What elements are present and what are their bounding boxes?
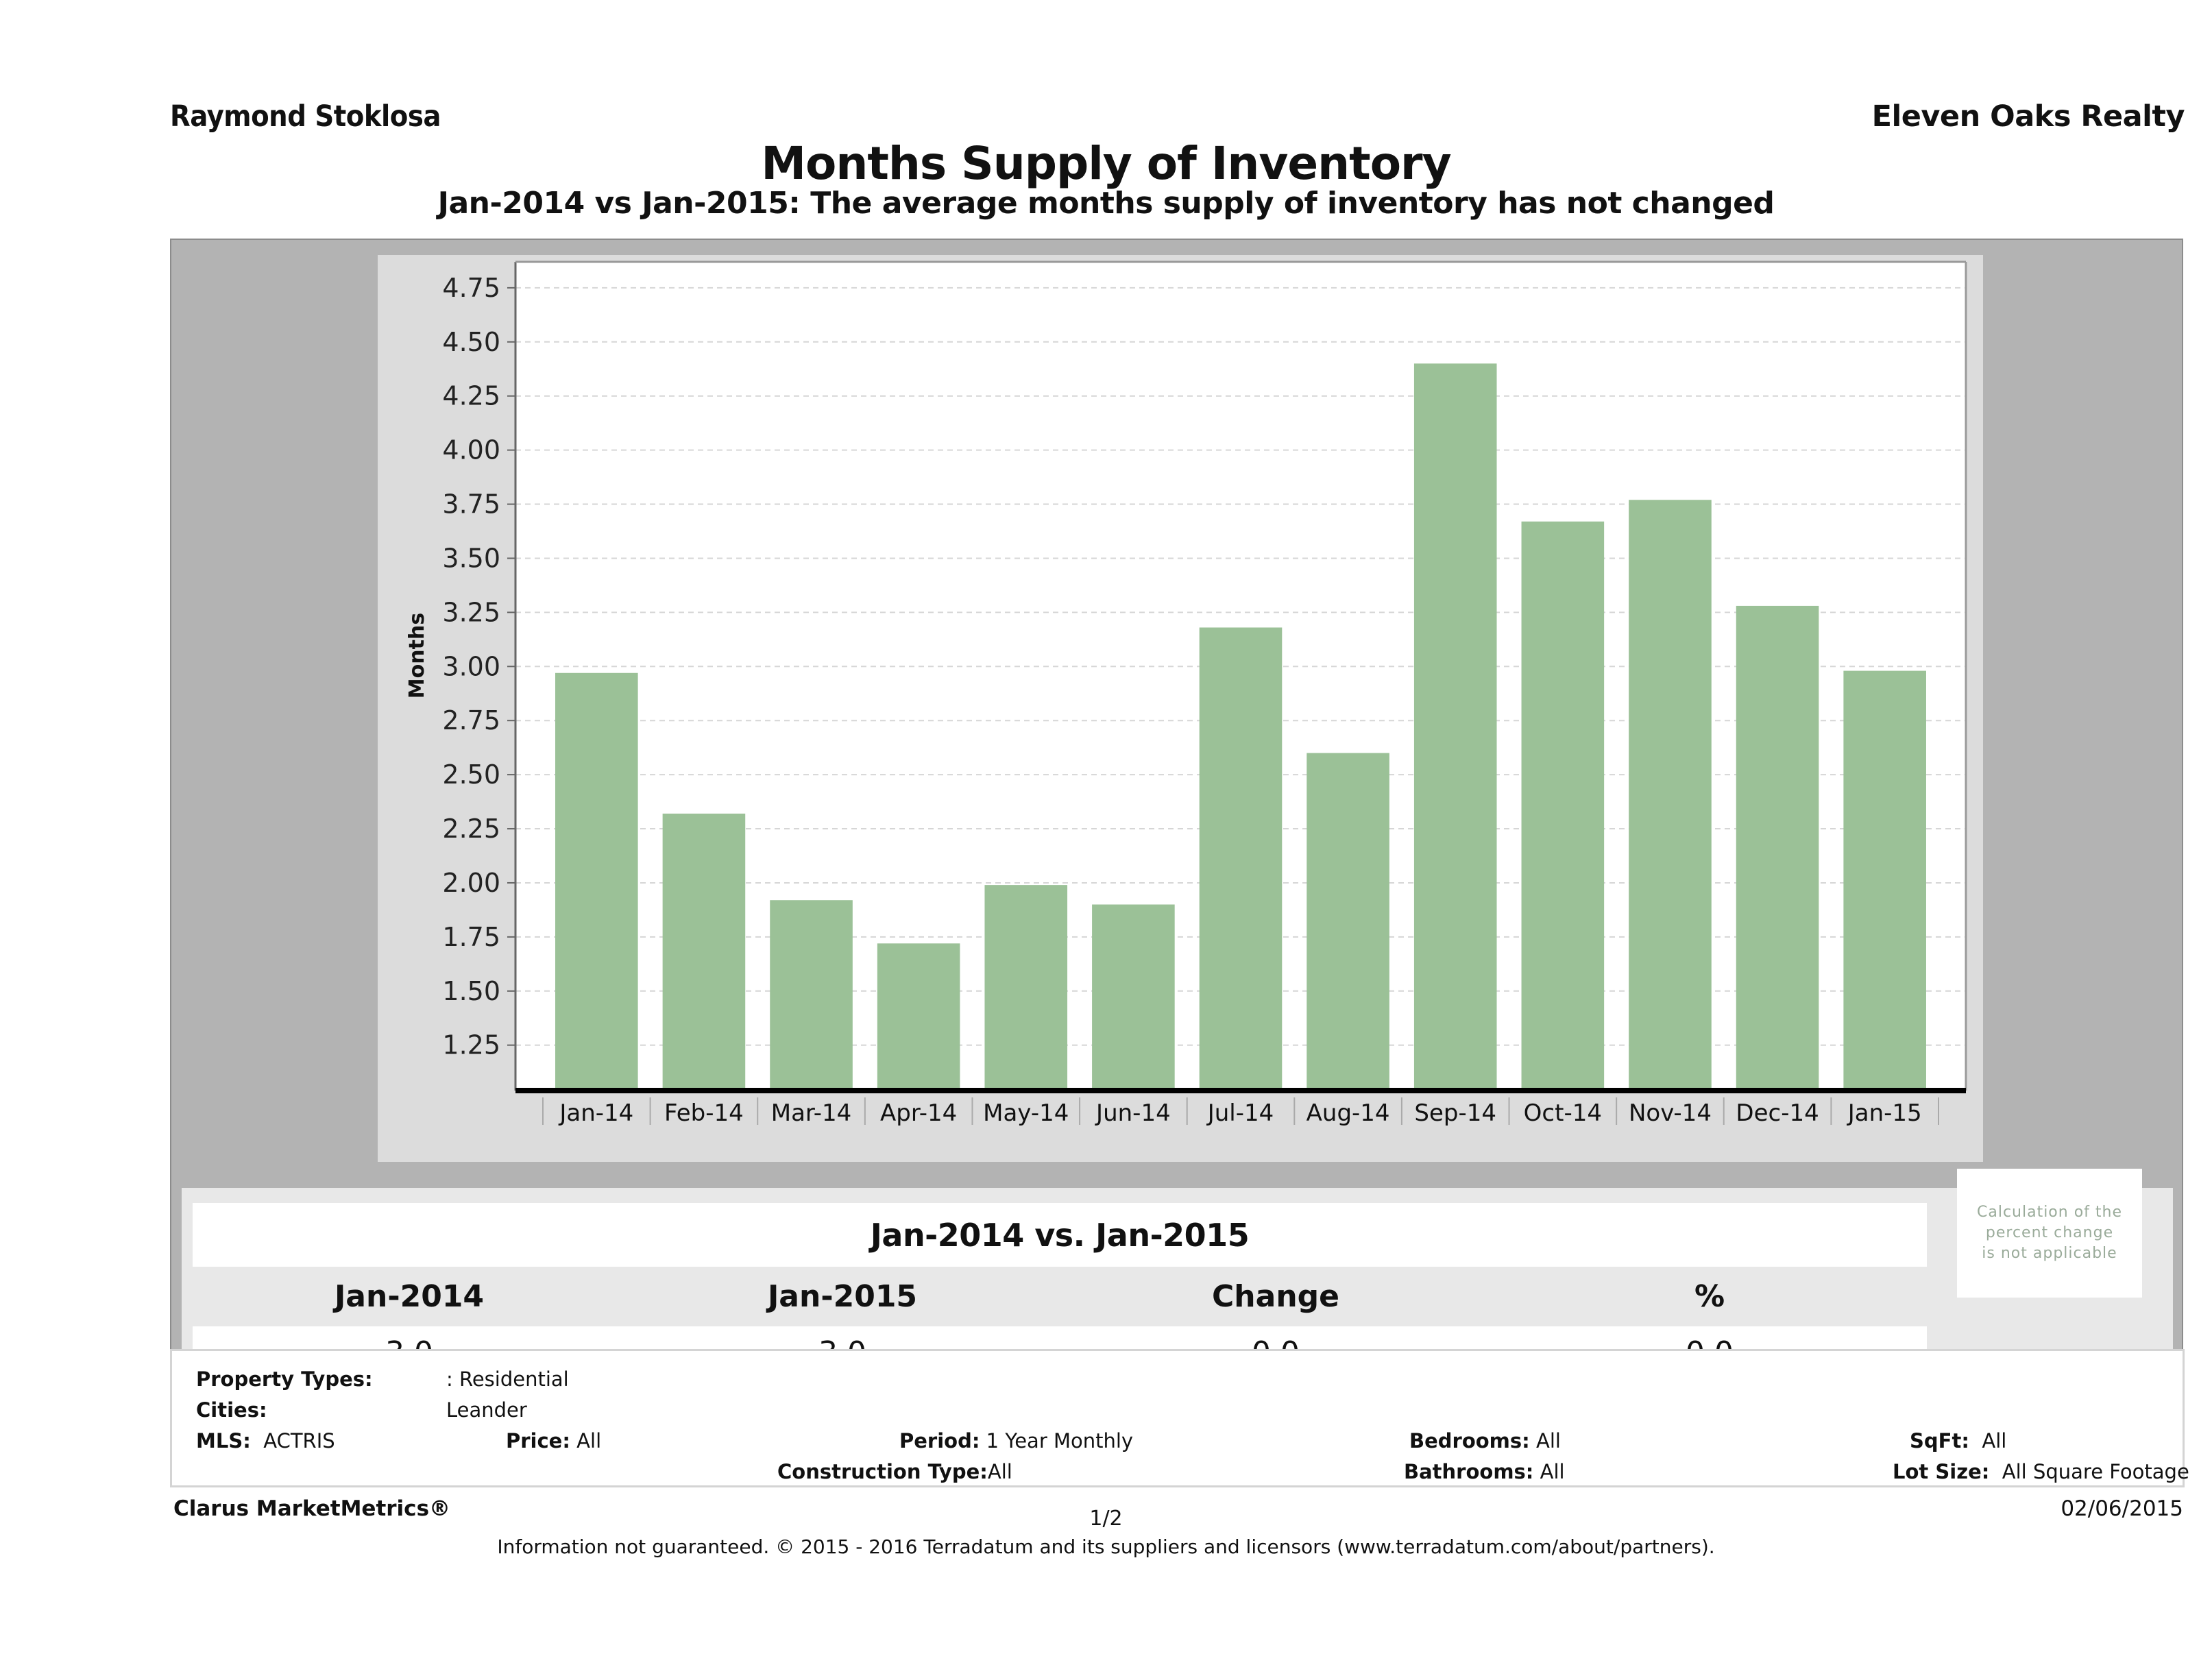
percent-change-note: Calculation of the percent change is not… bbox=[1957, 1169, 2142, 1298]
note-line-1: Calculation of the bbox=[1976, 1204, 2123, 1221]
price-filter: Price: All bbox=[506, 1429, 602, 1452]
x-tick-label: Jan-15 bbox=[1847, 1099, 1922, 1127]
y-tick-label: 3.25 bbox=[442, 597, 500, 627]
bathrooms-filter: Bathrooms: All bbox=[1404, 1460, 1565, 1483]
y-tick-label: 4.50 bbox=[442, 327, 500, 357]
report-title: Months Supply of Inventory bbox=[761, 137, 1451, 190]
y-tick-label: 2.50 bbox=[442, 759, 500, 790]
x-tick-label: Jun-14 bbox=[1095, 1099, 1171, 1127]
x-tick-label: Dec-14 bbox=[1736, 1099, 1819, 1127]
agent-name: Raymond Stoklosa bbox=[170, 99, 441, 134]
y-axis-label: Months bbox=[405, 613, 429, 698]
bar-mar-14 bbox=[770, 900, 853, 1091]
filter-summary: Property Types: : Residential Cities: Le… bbox=[170, 1349, 2189, 1487]
bar-aug-14 bbox=[1306, 753, 1389, 1091]
bedrooms-value: All bbox=[1535, 1429, 1561, 1452]
sqft-filter: SqFt: All bbox=[1910, 1429, 2007, 1452]
header-change: Change bbox=[1212, 1279, 1339, 1314]
construction-value: All bbox=[987, 1460, 1012, 1483]
y-tick-label: 4.25 bbox=[442, 381, 500, 411]
y-tick-label: 3.75 bbox=[442, 489, 500, 520]
x-tick-label: Jan-14 bbox=[558, 1099, 633, 1127]
x-tick-label: Nov-14 bbox=[1629, 1099, 1712, 1127]
bar-jun-14 bbox=[1092, 904, 1175, 1091]
header-jan-2014: Jan-2014 bbox=[334, 1279, 485, 1314]
header-percent: % bbox=[1694, 1279, 1725, 1314]
mls-value: ACTRIS bbox=[263, 1429, 335, 1452]
y-tick-label: 1.50 bbox=[442, 976, 500, 1006]
x-tick-label: Feb-14 bbox=[664, 1099, 744, 1127]
x-tick-label: May-14 bbox=[983, 1099, 1069, 1127]
bar-oct-14 bbox=[1521, 521, 1605, 1091]
x-tick-label: Aug-14 bbox=[1306, 1099, 1390, 1127]
report-date: 02/06/2015 bbox=[2061, 1496, 2183, 1521]
comparison-header-row: Jan-2014 Jan-2015 Change % bbox=[193, 1267, 1927, 1326]
lotsize-value: All Square Footage bbox=[2002, 1460, 2189, 1483]
bar-dec-14 bbox=[1736, 605, 1819, 1091]
bar-may-14 bbox=[984, 885, 1068, 1091]
bar-nov-14 bbox=[1629, 500, 1712, 1091]
brokerage-name: Eleven Oaks Realty bbox=[1871, 99, 2185, 134]
cities-label: Cities: bbox=[196, 1398, 267, 1422]
footer-brand: Clarus MarketMetrics® bbox=[173, 1496, 451, 1521]
note-line-2: percent change bbox=[1985, 1224, 2114, 1241]
y-tick-label: 1.25 bbox=[442, 1030, 500, 1060]
cities-value: Leander bbox=[446, 1398, 527, 1422]
x-tick-label: Jul-14 bbox=[1206, 1099, 1274, 1127]
bar-jul-14 bbox=[1199, 627, 1283, 1091]
y-tick-label: 4.75 bbox=[442, 273, 500, 303]
x-tick-label: Mar-14 bbox=[771, 1099, 852, 1127]
bedrooms-filter: Bedrooms: All bbox=[1409, 1429, 1561, 1452]
page-number: 1/2 bbox=[1089, 1507, 1123, 1531]
comparison-title: Jan-2014 vs. Jan-2015 bbox=[193, 1203, 1927, 1267]
bar-jan-15 bbox=[1843, 670, 1926, 1091]
report-subtitle: Jan-2014 vs Jan-2015: The average months… bbox=[437, 186, 1775, 221]
mls-filter: MLS: ACTRIS bbox=[196, 1429, 335, 1452]
y-tick-label: 2.00 bbox=[442, 868, 500, 898]
bar-apr-14 bbox=[877, 943, 960, 1091]
y-tick-label: 2.75 bbox=[442, 705, 500, 735]
bar-sep-14 bbox=[1413, 363, 1497, 1091]
period-filter: Period: 1 Year Monthly bbox=[899, 1429, 1134, 1452]
bathrooms-value: All bbox=[1540, 1460, 1565, 1483]
y-tick-label: 3.50 bbox=[442, 543, 500, 573]
bar-jan-14 bbox=[555, 672, 638, 1091]
x-tick-label: Apr-14 bbox=[880, 1099, 957, 1127]
price-value: All bbox=[576, 1429, 602, 1452]
period-value: 1 Year Monthly bbox=[986, 1429, 1134, 1452]
bar-feb-14 bbox=[662, 813, 746, 1091]
construction-filter: Construction Type:All bbox=[777, 1460, 1012, 1483]
lotsize-filter: Lot Size: All Square Footage bbox=[1893, 1460, 2189, 1483]
y-tick-label: 2.25 bbox=[442, 814, 500, 844]
header-jan-2015: Jan-2015 bbox=[767, 1279, 918, 1314]
property-types-value: : Residential bbox=[446, 1367, 569, 1391]
sqft-value: All bbox=[1982, 1429, 2007, 1452]
disclaimer: Information not guaranteed. © 2015 - 201… bbox=[497, 1535, 1715, 1558]
property-types-label: Property Types: bbox=[196, 1367, 373, 1391]
y-tick-label: 4.00 bbox=[442, 435, 500, 465]
note-line-3: is not applicable bbox=[1982, 1245, 2117, 1262]
y-tick-label: 1.75 bbox=[442, 922, 500, 952]
y-tick-label: 3.00 bbox=[442, 651, 500, 681]
x-tick-label: Oct-14 bbox=[1524, 1099, 1602, 1127]
x-tick-label: Sep-14 bbox=[1414, 1099, 1496, 1127]
